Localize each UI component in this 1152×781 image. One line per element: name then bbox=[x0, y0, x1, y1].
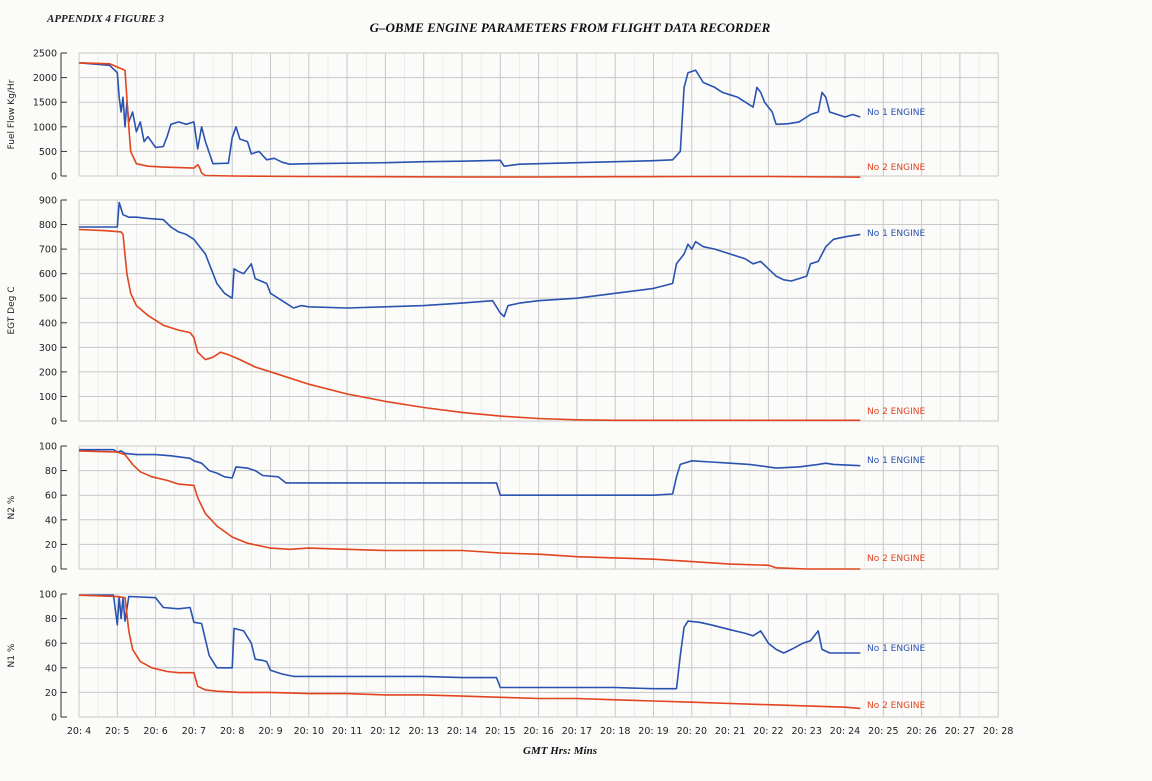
appendix-label: APPENDIX 4 FIGURE 3 bbox=[47, 13, 165, 25]
series-line-engine-1 bbox=[79, 594, 861, 690]
series-line-engine-1 bbox=[79, 201, 861, 318]
y-tick-label: 60 bbox=[45, 639, 57, 650]
x-tick-label: 20: 28 bbox=[983, 726, 1013, 737]
y-axis-label: N2 % bbox=[7, 495, 17, 519]
y-tick-label: 600 bbox=[39, 269, 57, 280]
x-tick-label: 20: 9 bbox=[258, 726, 282, 737]
series-line-engine-1 bbox=[78, 62, 861, 167]
x-tick-label: 20: 15 bbox=[485, 726, 515, 737]
x-tick-label: 20: 13 bbox=[408, 726, 438, 737]
x-tick-label: 20: 23 bbox=[791, 726, 821, 737]
legend-label-engine-2: No 2 ENGINE bbox=[867, 554, 925, 564]
legend-label-engine-1: No 1 ENGINE bbox=[867, 644, 925, 654]
series-line-engine-2 bbox=[78, 594, 861, 710]
y-tick-label: 100 bbox=[39, 590, 57, 601]
y-tick-label: 40 bbox=[45, 515, 57, 526]
x-tick-label: 20: 14 bbox=[447, 726, 477, 737]
x-tick-label: 20: 5 bbox=[105, 726, 129, 737]
y-tick-label: 200 bbox=[39, 367, 57, 378]
y-axis-label: Fuel Flow Kg/Hr bbox=[7, 79, 17, 149]
chart-title: G–OBME ENGINE PARAMETERS FROM FLIGHT DAT… bbox=[369, 20, 771, 35]
y-tick-label: 2500 bbox=[33, 49, 57, 60]
series-line-engine-2 bbox=[78, 450, 861, 570]
x-tick-label: 20: 19 bbox=[638, 726, 668, 737]
x-tick-label: 20: 21 bbox=[715, 726, 745, 737]
y-tick-label: 2000 bbox=[33, 73, 57, 84]
legend-label-engine-2: No 2 ENGINE bbox=[867, 701, 925, 711]
x-tick-label: 20: 7 bbox=[182, 726, 206, 737]
y-tick-label: 80 bbox=[45, 614, 57, 625]
y-tick-label: 0 bbox=[51, 417, 57, 428]
series-line-engine-2 bbox=[78, 62, 861, 178]
legend-label-engine-1: No 1 ENGINE bbox=[867, 456, 925, 466]
y-tick-label: 100 bbox=[39, 392, 57, 403]
y-tick-label: 40 bbox=[45, 663, 57, 674]
x-tick-label: 20: 18 bbox=[600, 726, 630, 737]
y-tick-label: 400 bbox=[39, 318, 57, 329]
y-axis-label: N1 % bbox=[7, 643, 17, 667]
x-tick-label: 20: 4 bbox=[67, 726, 91, 737]
y-tick-label: 900 bbox=[39, 196, 57, 207]
x-axis-title: GMT Hrs: Mins bbox=[523, 745, 597, 757]
legend-label-engine-2: No 2 ENGINE bbox=[867, 407, 925, 417]
y-tick-label: 20 bbox=[45, 540, 57, 551]
y-tick-label: 1000 bbox=[33, 122, 57, 133]
y-tick-label: 0 bbox=[51, 172, 57, 183]
y-tick-label: 300 bbox=[39, 343, 57, 354]
x-tick-label: 20: 8 bbox=[220, 726, 244, 737]
x-tick-label: 20: 20 bbox=[677, 726, 707, 737]
y-tick-label: 500 bbox=[39, 294, 57, 305]
y-tick-label: 80 bbox=[45, 466, 57, 477]
y-tick-label: 0 bbox=[51, 565, 57, 576]
y-tick-label: 20 bbox=[45, 688, 57, 699]
y-tick-label: 1500 bbox=[33, 98, 57, 109]
series-line-engine-2 bbox=[78, 228, 861, 422]
x-tick-label: 20: 17 bbox=[562, 726, 592, 737]
y-tick-label: 60 bbox=[45, 491, 57, 502]
legend-label-engine-1: No 1 ENGINE bbox=[867, 108, 925, 118]
x-tick-label: 20: 16 bbox=[523, 726, 553, 737]
y-tick-label: 700 bbox=[39, 245, 57, 256]
y-tick-label: 100 bbox=[39, 442, 57, 453]
x-tick-label: 20: 6 bbox=[143, 726, 167, 737]
y-axis-label: EGT Deg C bbox=[7, 286, 17, 334]
x-tick-label: 20: 26 bbox=[906, 726, 936, 737]
legend-label-engine-2: No 2 ENGINE bbox=[867, 163, 925, 173]
y-tick-label: 500 bbox=[39, 147, 57, 158]
x-tick-label: 20: 22 bbox=[753, 726, 783, 737]
x-tick-label: 20: 25 bbox=[868, 726, 898, 737]
y-tick-label: 800 bbox=[39, 220, 57, 231]
x-tick-label: 20: 10 bbox=[294, 726, 324, 737]
x-tick-label: 20: 27 bbox=[945, 726, 975, 737]
x-tick-label: 20: 11 bbox=[332, 726, 362, 737]
y-tick-label: 0 bbox=[51, 713, 57, 724]
x-tick-label: 20: 12 bbox=[370, 726, 400, 737]
legend-label-engine-1: No 1 ENGINE bbox=[867, 229, 925, 239]
series-line-engine-1 bbox=[79, 448, 861, 496]
x-tick-label: 20: 24 bbox=[830, 726, 860, 737]
